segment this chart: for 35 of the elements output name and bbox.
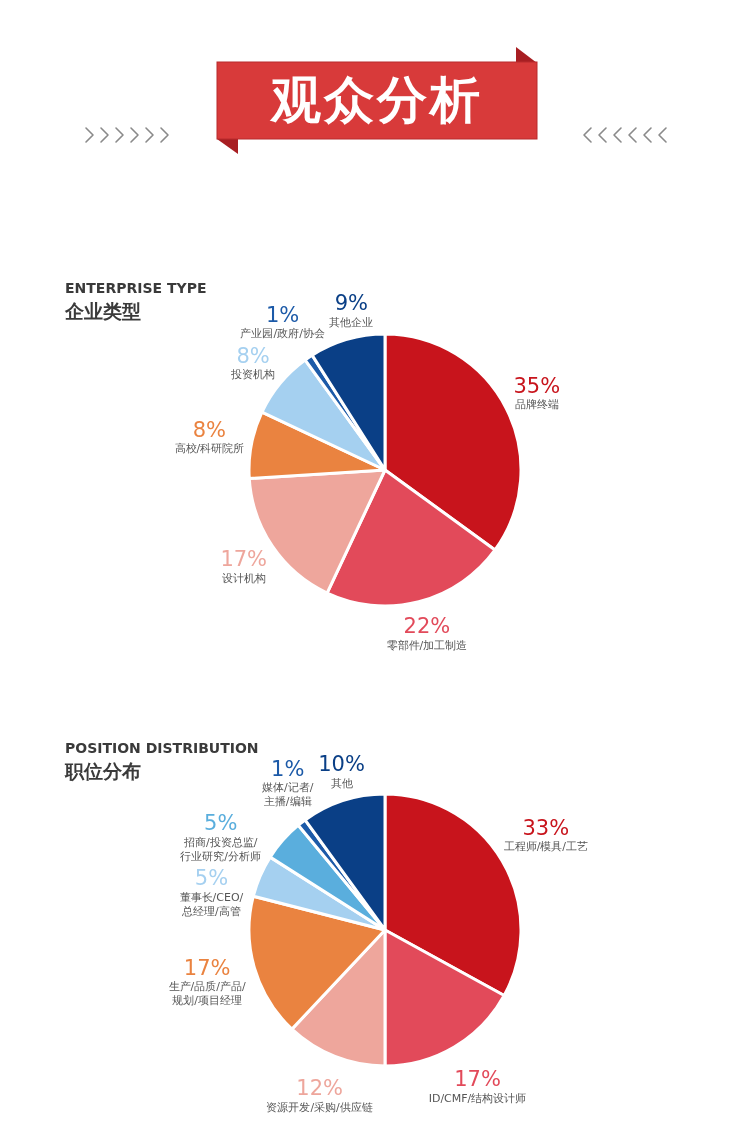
slice-label: 其他 — [330, 776, 353, 790]
slice-label: 品牌终端 — [514, 398, 559, 412]
data-label: 35% — [513, 373, 561, 398]
data-label: 17% — [454, 1067, 501, 1092]
chart-title: 企业类型 — [64, 299, 141, 322]
data-label: 33% — [522, 815, 570, 840]
slice-label: 媒体/记者/ 主播/编辑 — [261, 781, 314, 809]
chart-subtitle: POSITION DISTRIBUTION — [65, 740, 259, 756]
data-label: 5% — [194, 866, 229, 891]
data-label: 1% — [271, 756, 305, 781]
data-label: 10% — [318, 752, 365, 777]
data-label: 17% — [220, 547, 268, 572]
data-label: 5% — [204, 811, 238, 836]
slice-label: 董事长/CEO/ 总经理/高管 — [179, 890, 244, 918]
data-label: 22% — [403, 614, 451, 639]
data-label: 12% — [296, 1076, 343, 1101]
slice-label: 高校/科研院所 — [174, 442, 245, 455]
slice-label: 资源开发/采购/供应链 — [266, 1100, 373, 1114]
data-label: 1% — [265, 302, 300, 327]
slice-label: 产业园/政府/协会 — [240, 327, 325, 341]
data-label: 9% — [334, 291, 369, 316]
slice-label: 设计机构 — [221, 571, 266, 585]
slice-label: 投资机构 — [230, 368, 276, 382]
data-label: 8% — [236, 343, 270, 368]
text: 观众分析 — [217, 62, 537, 139]
chart-subtitle: ENTERPRISE TYPE — [65, 280, 207, 296]
slice-label: 工程师/模具/工艺 — [503, 840, 589, 854]
slice-label: 其他企业 — [329, 315, 374, 329]
data-label: 8% — [192, 417, 227, 442]
slice-label: ID/CMF/结构设计师 — [428, 1091, 527, 1105]
slice-label: 零部件/加工制造 — [386, 638, 468, 652]
slice-label: 招商/投资总监/ 行业研究/分析师 — [180, 835, 262, 863]
slice-label: 生产/品质/产品/ 规划/项目经理 — [168, 980, 246, 1008]
data-label: 17% — [183, 955, 231, 980]
chart-title: 职位分布 — [64, 759, 141, 782]
